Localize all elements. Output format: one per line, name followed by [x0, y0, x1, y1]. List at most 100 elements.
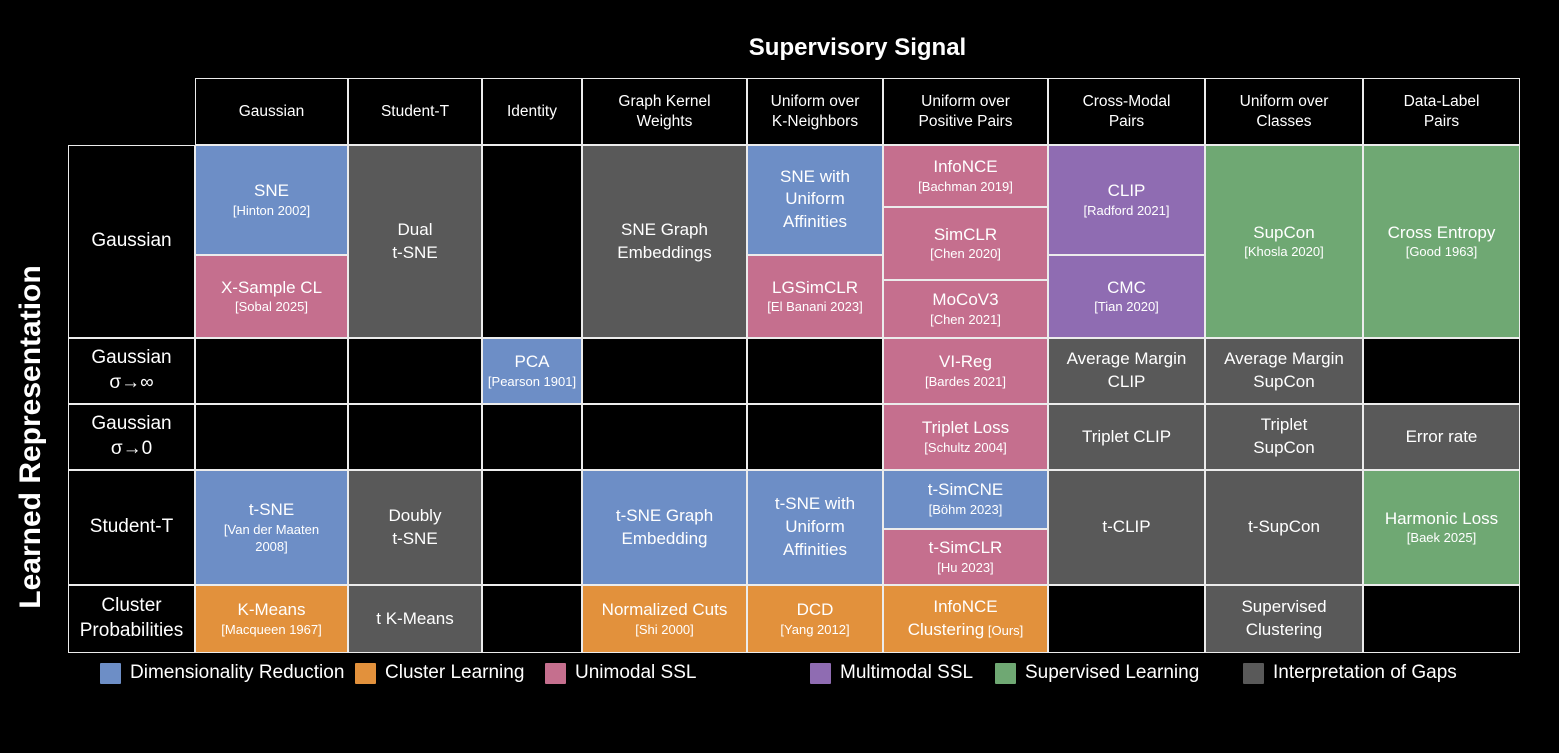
method-citation: [Schultz 2004]: [924, 439, 1007, 455]
column-header-uniform-over-positive-pairs: Uniform over Positive Pairs: [883, 78, 1048, 145]
method-name: Harmonic Loss: [1384, 508, 1499, 528]
column-header-cross-modal-pairs: Cross-Modal Pairs: [1048, 78, 1205, 145]
method-t-k-means: t K-Means: [349, 586, 481, 652]
method-clip: CLIP [Radford 2021]: [1049, 146, 1204, 254]
method-name: Average Margin SupCon: [1224, 349, 1344, 391]
method-dcd: DCD [Yang 2012]: [748, 586, 882, 652]
method-citation: [Hinton 2002]: [232, 202, 311, 218]
method-text: Average Margin SupCon: [1220, 347, 1348, 395]
method-text: Cross Entropy [Good 1963]: [1384, 221, 1500, 263]
method-name: Average Margin CLIP: [1066, 349, 1187, 391]
cell-gaussian--identity: [482, 145, 582, 338]
method-name: t K-Means: [376, 608, 454, 628]
column-header-graph-kernel-weights: Graph Kernel Weights: [582, 78, 747, 145]
legend-label: Multimodal SSL: [840, 662, 974, 683]
column-header-label: Graph Kernel Weights: [618, 93, 711, 130]
taxonomy-table: Gaussian Student-T Identity Graph Kernel We…: [68, 78, 1520, 653]
legend-swatch-cluster-learning: [355, 662, 376, 684]
cell-cluster-probabilities--uniform-over-classes: Supervised Clustering: [1205, 585, 1363, 653]
method-citation: [Böhm 2023]: [928, 502, 1003, 518]
method-name: t-SNE with Uniform Affinities: [774, 494, 856, 559]
method-name: InfoNCE: [933, 157, 998, 177]
method-t-sne: t-SNE [Van der Maaten 2008]: [196, 471, 347, 584]
method-citation: [Hu 2023]: [937, 559, 994, 575]
method-name: SNE Graph Embeddings: [617, 219, 712, 262]
method-name: Triplet CLIP: [1081, 426, 1172, 446]
method-text: Error rate: [1402, 425, 1482, 450]
cell-gaussian-0--graph-kernel-weights: [582, 404, 747, 470]
legend-label: Cluster Learning: [385, 662, 525, 683]
method-average-margin-clip: Average Margin CLIP: [1049, 339, 1204, 403]
legend-label: Supervised Learning: [1025, 662, 1200, 683]
row-header-gaussian-0: Gaussian σ→0: [68, 404, 195, 470]
method-k-means: K-Means [Macqueen 1967]: [196, 586, 347, 652]
method-text: CMC [Tian 2020]: [1090, 276, 1163, 318]
cell-gaussian--gaussian: [195, 338, 348, 404]
cell-cluster-probabilities--student-t: t K-Means: [348, 585, 482, 653]
cell-student-t--graph-kernel-weights: t-SNE Graph Embedding: [582, 470, 747, 585]
legend: Dimensionality Reduction Cluster Learning…: [0, 659, 1559, 689]
cell-cluster-probabilities--identity: [482, 585, 582, 653]
cell-gaussian--data-label-pairs: [1363, 338, 1520, 404]
method-name: CMC: [1107, 277, 1146, 297]
legend-swatch-interpretation-of-gaps: [1243, 662, 1264, 684]
method-text: t-SimCNE [Böhm 2023]: [924, 478, 1008, 520]
method-t-clip: t-CLIP: [1049, 471, 1204, 584]
row-header-label: Cluster Probabilities: [79, 595, 184, 641]
cell-gaussian--data-label-pairs: Cross Entropy [Good 1963]: [1363, 145, 1520, 338]
cell-cluster-probabilities--uniform-over-k-neighbors: DCD [Yang 2012]: [747, 585, 883, 653]
method-name: Doubly t-SNE: [388, 505, 442, 548]
column-header-label: Student-T: [380, 102, 450, 120]
method-text: t-CLIP: [1098, 515, 1154, 540]
method-t-sne-graph-embedding: t-SNE Graph Embedding: [583, 471, 746, 584]
method-name: SimCLR: [933, 224, 998, 244]
method-text: SupCon [Khosla 2020]: [1240, 221, 1328, 263]
row-header-label: Gaussian σ→0: [91, 413, 172, 459]
method-name: t-SimCNE: [927, 480, 1004, 500]
cell-student-t--cross-modal-pairs: t-CLIP: [1048, 470, 1205, 585]
method-text: t-SupCon: [1244, 515, 1324, 540]
method-name: MoCoV3: [932, 290, 999, 310]
method-normalized-cuts: Normalized Cuts [Shi 2000]: [583, 586, 746, 652]
column-header-student-t: Student-T: [348, 78, 482, 145]
method-sne: SNE [Hinton 2002]: [196, 146, 347, 254]
method-citation: [Macqueen 1967]: [221, 621, 322, 637]
legend-swatch-multimodal-ssl: [810, 662, 831, 684]
method-t-simclr: t-SimCLR [Hu 2023]: [884, 529, 1047, 584]
method-citation: [Pearson 1901]: [487, 373, 577, 389]
cell-gaussian--student-t: [348, 338, 482, 404]
cell-cluster-probabilities--uniform-over-positive-pairs: InfoNCE Clustering [Ours]: [883, 585, 1048, 653]
method-sne-with-uniform-affinities: SNE with Uniform Affinities: [748, 146, 882, 254]
method-citation: [Khosla 2020]: [1244, 244, 1324, 260]
method-text: VI-Reg [Bardes 2021]: [921, 350, 1010, 392]
method-text: SimCLR [Chen 2020]: [926, 223, 1005, 265]
legend-swatch-unimodal-ssl: [545, 662, 566, 684]
method-name: t-SimCLR: [928, 537, 1003, 557]
legend-label: Unimodal SSL: [575, 662, 697, 683]
method-name: Error rate: [1405, 426, 1478, 446]
method-name: InfoNCE Clustering: [907, 597, 998, 639]
column-header-data-label-pairs: Data-Label Pairs: [1363, 78, 1520, 145]
method-name: DCD: [796, 600, 834, 620]
cell-gaussian--student-t: Dual t-SNE: [348, 145, 482, 338]
cell-student-t--gaussian: t-SNE [Van der Maaten 2008]: [195, 470, 348, 585]
method-harmonic-loss: Harmonic Loss [Baek 2025]: [1364, 471, 1519, 584]
method-text: LGSimCLR [El Banani 2023]: [763, 276, 866, 318]
method-text: Triplet Loss [Schultz 2004]: [918, 416, 1013, 458]
method-supervised-clustering: Supervised Clustering: [1206, 586, 1362, 652]
cell-gaussian--cross-modal-pairs: CLIP [Radford 2021] CMC [Tian 2020]: [1048, 145, 1205, 338]
cell-student-t--uniform-over-positive-pairs: t-SimCNE [Böhm 2023] t-SimCLR [Hu 2023]: [883, 470, 1048, 585]
method-t-sne-with-uniform-affinities: t-SNE with Uniform Affinities: [748, 471, 882, 584]
column-header-label: Uniform over K-Neighbors: [770, 93, 860, 130]
method-cmc: CMC [Tian 2020]: [1049, 255, 1204, 337]
method-citation: [Shi 2000]: [635, 621, 694, 637]
method-name: X-Sample CL: [220, 277, 323, 297]
method-citation: [El Banani 2023]: [767, 299, 863, 315]
method-sne-graph-embeddings: SNE Graph Embeddings: [583, 146, 746, 337]
method-name: Supervised Clustering: [1241, 597, 1327, 639]
method-doubly-t-sne: Doubly t-SNE: [349, 471, 481, 584]
method-citation: [Radford 2021]: [1083, 202, 1170, 218]
cell-cluster-probabilities--data-label-pairs: [1363, 585, 1520, 653]
cell-gaussian--uniform-over-k-neighbors: SNE with Uniform Affinities LGSimCLR [El B…: [747, 145, 883, 338]
method-triplet-supcon: Triplet SupCon: [1206, 405, 1362, 469]
